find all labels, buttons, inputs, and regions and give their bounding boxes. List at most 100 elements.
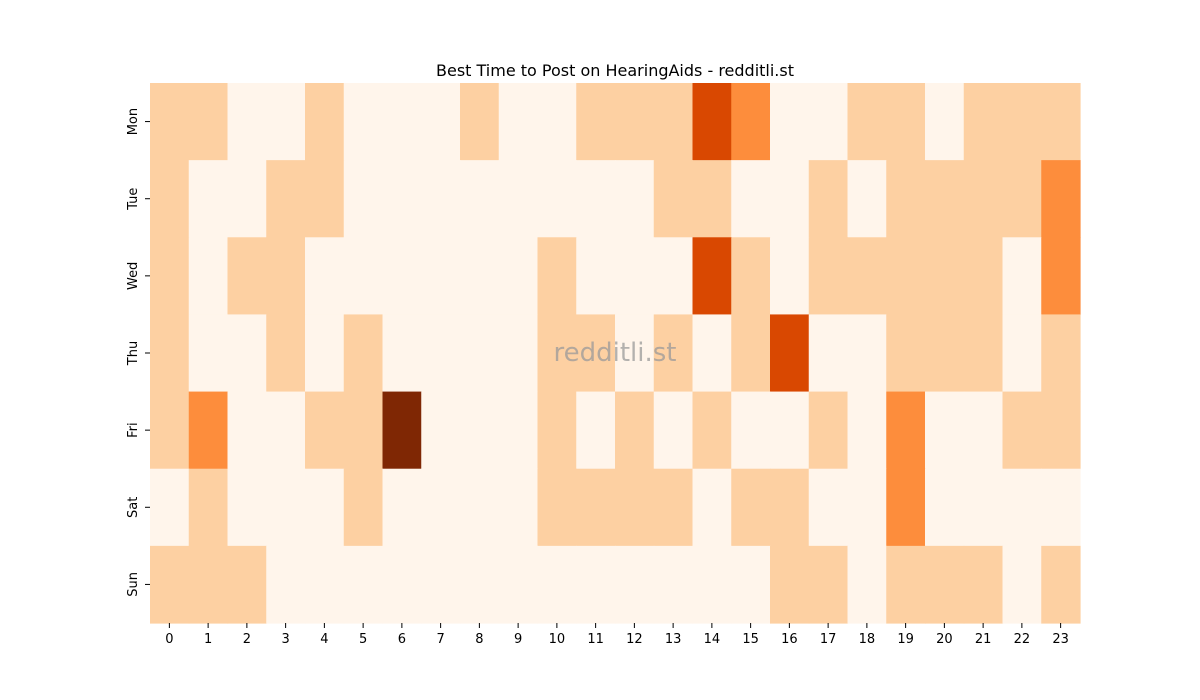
heatmap-cell-sat-20 [925, 468, 965, 547]
heatmap-cell-thu-22 [1002, 314, 1042, 393]
heatmap-cell-fri-3 [266, 391, 306, 470]
x-tick-label: 20 [936, 632, 953, 647]
heatmap-cell-tue-16 [770, 160, 810, 238]
heatmap-cell-sun-12 [615, 545, 655, 624]
heatmap-cell-sun-4 [305, 545, 345, 624]
heatmap-cell-wed-11 [576, 237, 616, 316]
x-tick-label: 12 [626, 632, 643, 647]
heatmap-cell-fri-13 [653, 391, 694, 470]
heatmap-cell-sun-6 [382, 545, 422, 624]
heatmap-cell-thu-14 [692, 314, 732, 393]
heatmap-cell-tue-0 [150, 160, 190, 238]
heatmap-cell-tue-7 [421, 160, 461, 238]
heatmap-cell-thu-3 [266, 314, 306, 393]
x-tick-label: 16 [781, 632, 798, 647]
heatmap-cell-sun-2 [227, 545, 267, 624]
heatmap-cell-thu-19 [886, 314, 926, 393]
heatmap-cell-fri-6 [382, 391, 422, 470]
heatmap-cell-fri-1 [188, 391, 229, 470]
x-tick-label: 8 [475, 632, 483, 647]
heatmap-cell-fri-0 [150, 391, 190, 470]
heatmap-cell-wed-18 [847, 237, 887, 316]
heatmap-cell-thu-1 [188, 314, 229, 393]
heatmap-cell-sun-8 [460, 545, 500, 624]
x-tick-label: 21 [975, 632, 992, 647]
heatmap-cell-fri-7 [421, 391, 461, 470]
heatmap-cell-tue-20 [925, 160, 965, 238]
heatmap-cell-sun-18 [847, 545, 887, 624]
x-tick-label: 10 [549, 632, 566, 647]
heatmap-cell-wed-0 [150, 237, 190, 316]
heatmap-cell-thu-11 [576, 314, 616, 393]
heatmap-cell-wed-9 [498, 237, 539, 316]
heatmap-cell-tue-18 [847, 160, 887, 238]
heatmap-cell-fri-14 [692, 391, 732, 470]
heatmap-cell-mon-3 [266, 83, 306, 161]
heatmap-cell-sun-15 [731, 545, 771, 624]
x-tick-label: 17 [820, 632, 837, 647]
heatmap-cell-sat-22 [1002, 468, 1042, 547]
heatmap-cell-sun-19 [886, 545, 926, 624]
heatmap-cell-sat-9 [498, 468, 539, 547]
x-tick-label: 6 [398, 632, 406, 647]
heatmap-cell-mon-17 [808, 83, 849, 161]
x-tick-label: 7 [436, 632, 444, 647]
heatmap-cell-sat-17 [808, 468, 849, 547]
x-tick-label: 5 [359, 632, 367, 647]
watermark: redditli.st [554, 338, 677, 368]
heatmap-cell-wed-10 [537, 237, 577, 316]
heatmap-cell-fri-21 [963, 391, 1004, 470]
heatmap-cell-sat-21 [963, 468, 1004, 547]
heatmap-cell-sun-10 [537, 545, 577, 624]
heatmap-cell-tue-6 [382, 160, 422, 238]
heatmap-cell-tue-23 [1041, 160, 1081, 238]
heatmap-cell-fri-18 [847, 391, 887, 470]
heatmap-cell-mon-10 [537, 83, 577, 161]
heatmap-cell-tue-1 [188, 160, 229, 238]
heatmap-cell-mon-0 [150, 83, 190, 161]
x-axis: 0 1 2 3 4 5 6 7 8 9 10 11 12 13 14 15 16 17 18 19 20 21 22 23 [165, 623, 1069, 647]
heatmap-cell-tue-9 [498, 160, 539, 238]
heatmap-cell-sun-16 [770, 545, 810, 624]
heatmap-cell-wed-3 [266, 237, 306, 316]
heatmap-cell-fri-12 [615, 391, 655, 470]
heatmap-cell-mon-13 [653, 83, 694, 161]
y-tick-label: Sat [126, 497, 141, 518]
heatmap-cell-mon-2 [227, 83, 267, 161]
heatmap-cell-tue-2 [227, 160, 267, 238]
heatmap-cell-thu-7 [421, 314, 461, 393]
x-tick-label: 22 [1014, 632, 1031, 647]
heatmap-cell-tue-8 [460, 160, 500, 238]
heatmap-cell-tue-22 [1002, 160, 1042, 238]
heatmap-cell-mon-16 [770, 83, 810, 161]
heatmap-cell-thu-4 [305, 314, 345, 393]
heatmap-cell-tue-10 [537, 160, 577, 238]
heatmap-cell-fri-10 [537, 391, 577, 470]
heatmap-cell-wed-5 [343, 237, 384, 316]
heatmap-cell-sat-2 [227, 468, 267, 547]
heatmap-cell-sun-17 [808, 545, 849, 624]
heatmap-cell-tue-17 [808, 160, 849, 238]
heatmap-cell-wed-15 [731, 237, 771, 316]
heatmap-cell-tue-15 [731, 160, 771, 238]
heatmap-cell-tue-19 [886, 160, 926, 238]
heatmap-cell-wed-21 [963, 237, 1004, 316]
heatmap-cell-mon-12 [615, 83, 655, 161]
heatmap-cell-mon-21 [963, 83, 1004, 161]
heatmap-cell-sun-14 [692, 545, 732, 624]
heatmap-cell-wed-8 [460, 237, 500, 316]
heatmap-cell-sun-3 [266, 545, 306, 624]
heatmap-cell-mon-9 [498, 83, 539, 161]
heatmap-cell-mon-18 [847, 83, 887, 161]
heatmap-cell-sat-8 [460, 468, 500, 547]
heatmap-cell-mon-1 [188, 83, 229, 161]
heatmap-cell-fri-23 [1041, 391, 1081, 470]
heatmap-cell-sat-16 [770, 468, 810, 547]
heatmap-cell-tue-13 [653, 160, 694, 238]
heatmap-cell-sat-5 [343, 468, 384, 547]
heatmap-cell-wed-12 [615, 237, 655, 316]
heatmap-cell-fri-11 [576, 391, 616, 470]
heatmap-cell-sun-22 [1002, 545, 1042, 624]
heatmap-cell-thu-12 [615, 314, 655, 393]
heatmap-cell-sun-0 [150, 545, 190, 624]
